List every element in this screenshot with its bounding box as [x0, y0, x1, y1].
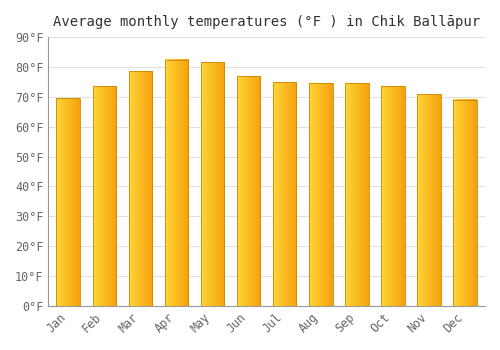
Bar — [237, 76, 260, 306]
Title: Average monthly temperatures (°F ) in Chik Ballāpur: Average monthly temperatures (°F ) in Ch… — [53, 15, 480, 29]
Bar — [56, 98, 80, 306]
Bar — [201, 63, 224, 306]
Bar — [273, 82, 296, 306]
Bar — [382, 86, 404, 306]
Bar — [128, 71, 152, 306]
Bar — [345, 83, 368, 306]
Bar — [164, 60, 188, 306]
Bar — [92, 86, 116, 306]
Bar — [309, 83, 332, 306]
Bar — [418, 94, 441, 306]
Bar — [454, 100, 477, 306]
